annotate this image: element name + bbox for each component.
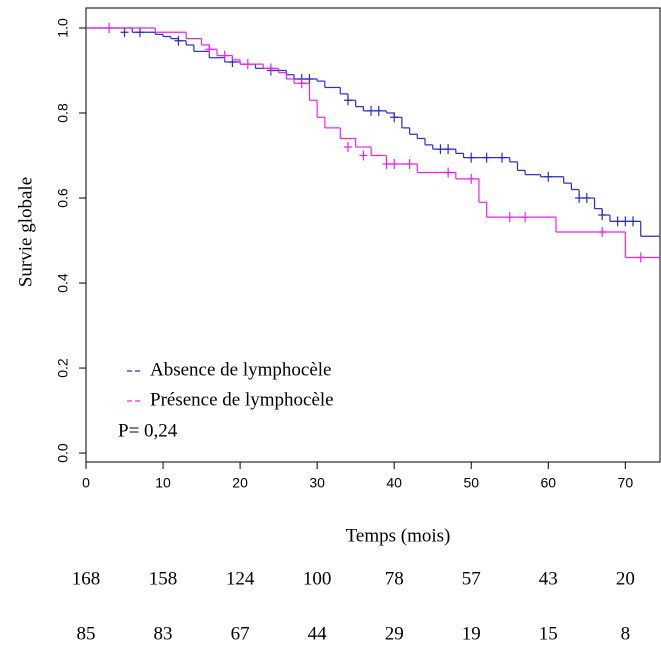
censor-mark: [359, 150, 368, 161]
y-tick-label: 0.4: [55, 273, 71, 293]
at-risk-count: 57: [462, 568, 481, 589]
at-risk-count: 67: [231, 623, 250, 644]
censor-mark: [498, 152, 507, 163]
y-tick-label: 0.6: [55, 188, 71, 208]
censor-mark: [444, 144, 453, 155]
at-risk-count: 124: [226, 568, 255, 589]
at-risk-count: 158: [149, 568, 178, 589]
censor-mark: [174, 35, 183, 46]
at-risk-count: 100: [303, 568, 332, 589]
censor-mark: [243, 59, 252, 70]
plot-frame: [85, 7, 661, 463]
y-axis-label: Survie globale: [15, 177, 36, 287]
at-risk-count: 83: [154, 623, 173, 644]
censor-mark: [220, 50, 229, 61]
legend-label: Présence de lymphocèle: [150, 389, 334, 410]
censor-mark: [297, 78, 306, 89]
censor-mark: [582, 193, 591, 204]
censor-mark: [120, 27, 129, 38]
censor-mark: [205, 44, 214, 55]
at-risk-count: 78: [385, 568, 404, 589]
at-risk-count: 44: [308, 623, 328, 644]
censor-mark: [390, 112, 399, 123]
censor-mark: [467, 173, 476, 184]
x-tick-label: 70: [618, 475, 634, 491]
censor-mark: [390, 159, 399, 170]
at-risk-count: 85: [77, 623, 96, 644]
censor-mark: [444, 167, 453, 178]
censor-mark: [105, 22, 114, 33]
censor-mark: [629, 216, 638, 227]
x-axis-label: Temps (mois): [346, 525, 451, 546]
censor-mark: [613, 216, 622, 227]
at-risk-count: 19: [462, 623, 481, 644]
x-tick-label: 40: [386, 475, 402, 491]
x-tick-label: 20: [232, 475, 248, 491]
censor-mark: [266, 63, 275, 74]
x-tick-label: 30: [309, 475, 325, 491]
censor-mark: [436, 144, 445, 155]
censor-mark: [621, 216, 630, 227]
censor-mark: [598, 227, 607, 238]
censor-mark: [343, 95, 352, 106]
censor-mark: [482, 152, 491, 163]
at-risk-count: 15: [539, 623, 558, 644]
censor-mark: [367, 105, 376, 116]
censor-mark: [544, 171, 553, 182]
censor-mark: [467, 152, 476, 163]
censor-mark: [343, 142, 352, 153]
censor-mark: [521, 212, 530, 223]
at-risk-count: 8: [621, 623, 631, 644]
y-tick-label: 0.2: [55, 358, 71, 378]
x-tick-label: 50: [463, 475, 479, 491]
censor-mark: [135, 27, 144, 38]
censor-mark: [382, 159, 391, 170]
x-tick-label: 60: [540, 475, 556, 491]
y-tick-label: 0.0: [55, 443, 71, 463]
at-risk-count: 43: [539, 568, 558, 589]
censor-mark: [305, 73, 314, 84]
at-risk-count: 29: [385, 623, 404, 644]
legend-label: Absence de lymphocèle: [150, 359, 331, 380]
x-tick-label: 0: [82, 475, 90, 491]
censor-mark: [374, 105, 383, 116]
x-tick-label: 10: [155, 475, 171, 491]
censor-mark: [598, 210, 607, 221]
y-tick-label: 1.0: [55, 18, 71, 38]
p-value: P= 0,24: [118, 420, 178, 441]
censor-mark: [636, 252, 645, 263]
censor-mark: [505, 212, 514, 223]
censor-mark: [405, 159, 414, 170]
censor-mark: [575, 193, 584, 204]
at-risk-count: 20: [616, 568, 635, 589]
y-tick-label: 0.8: [55, 103, 71, 123]
at-risk-count: 168: [72, 568, 101, 589]
